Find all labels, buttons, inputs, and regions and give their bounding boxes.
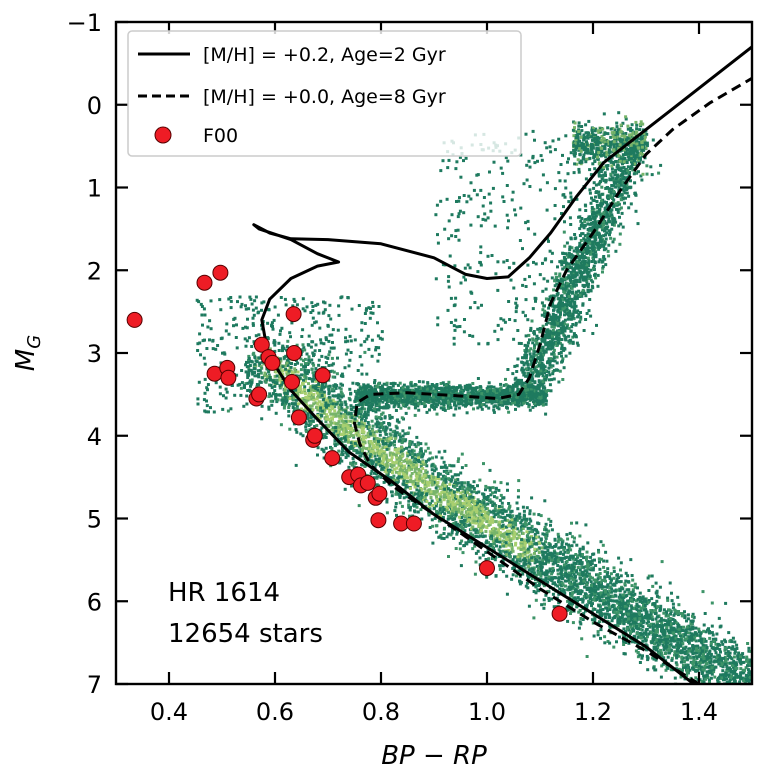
f00-point-1 <box>126 311 143 328</box>
f00-point-30 <box>551 605 568 622</box>
f00-point-8 <box>251 386 268 403</box>
x-tick-label: 0.8 <box>362 698 400 726</box>
f00-point-26 <box>370 512 387 529</box>
f00-point-25 <box>371 485 388 502</box>
y-tick-label: 7 <box>87 671 102 699</box>
y-tick-label: −1 <box>67 9 102 37</box>
isochrone-line-1 <box>252 45 752 684</box>
y-tick-label: 5 <box>87 506 102 534</box>
x-tick-label: 0.6 <box>256 698 294 726</box>
x-tick-label: 0.4 <box>150 698 188 726</box>
annotation-star-name: HR 1614 <box>168 578 280 608</box>
x-tick-label: 1.2 <box>574 698 612 726</box>
x-tick-label: 1.4 <box>680 698 718 726</box>
legend-label-f00: F00 <box>203 125 238 147</box>
legend: [M/H] = +0.2, Age=2 Gyr [M/H] = +0.0, Ag… <box>127 30 522 157</box>
f00-point-17 <box>306 427 323 444</box>
isochrone-lines <box>252 45 752 684</box>
f00-points <box>126 264 568 622</box>
y-tick-label: 6 <box>87 588 102 616</box>
f00-point-15 <box>290 409 307 426</box>
y-tick-label: 4 <box>87 423 102 451</box>
f00-point-12 <box>284 374 300 390</box>
x-tick-label: 1.0 <box>468 698 506 726</box>
y-axis-label: MG <box>11 335 45 371</box>
legend-box <box>127 30 522 157</box>
f00-point-18 <box>314 367 331 384</box>
y-tick-label: 0 <box>87 92 102 120</box>
isochrone-line-2 <box>353 77 752 684</box>
f00-point-29 <box>479 560 495 577</box>
x-axis-label: BP − RP <box>381 741 487 771</box>
axis-ticks: 0.4 0.6 0.8 1.0 1.2 1.4 −1 0 1 2 3 4 5 6 7 <box>67 9 752 726</box>
f00-point-28 <box>405 515 422 532</box>
f00-point-6 <box>220 369 237 386</box>
legend-label-isochrone-2: [M/H] = +0.0, Age=8 Gyr <box>203 86 446 108</box>
f00-point-2 <box>196 274 213 291</box>
f00-point-19 <box>324 450 341 467</box>
f00-point-9 <box>253 336 270 353</box>
f00-point-13 <box>285 306 302 323</box>
f00-point-14 <box>286 345 303 361</box>
legend-f00-marker <box>154 126 172 144</box>
y-tick-label: 3 <box>87 340 102 368</box>
f00-point-3 <box>212 264 229 281</box>
annotation-star-count: 12654 stars <box>168 619 323 649</box>
f00-point-11 <box>264 354 281 371</box>
y-tick-label: 1 <box>87 175 102 203</box>
y-tick-label: 2 <box>87 257 102 285</box>
legend-label-isochrone-1: [M/H] = +0.2, Age=2 Gyr <box>203 44 446 66</box>
f00-point-23 <box>359 474 376 491</box>
